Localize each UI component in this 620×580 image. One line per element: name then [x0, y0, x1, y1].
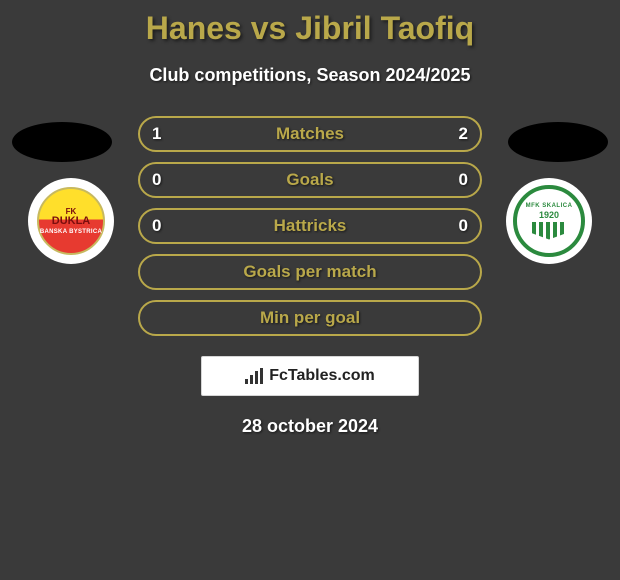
stat-value-right: 0 — [459, 216, 468, 236]
badge-right-year: 1920 — [539, 210, 559, 220]
stat-label: Min per goal — [260, 308, 360, 328]
stat-row: Goals per match — [138, 254, 482, 290]
stat-value-left: 0 — [152, 170, 161, 190]
stat-value-left: 1 — [152, 124, 161, 144]
footer-date: 28 october 2024 — [242, 416, 378, 437]
watermark-text: FcTables.com — [269, 367, 375, 385]
stat-row: Min per goal — [138, 300, 482, 336]
stat-rows: 1 Matches 2 0 Goals 0 0 Hattricks 0 Goal… — [138, 116, 482, 336]
player-left-ellipse — [12, 122, 112, 162]
badge-left-bottom: BANSKA BYSTRICA — [40, 229, 102, 235]
comparison-area: FK DUKLA BANSKA BYSTRICA MFK SKALICA 192… — [0, 116, 620, 336]
badge-right-top: MFK SKALICA — [526, 203, 573, 209]
team-badge-left: FK DUKLA BANSKA BYSTRICA — [28, 178, 114, 264]
team-badge-left-inner: FK DUKLA BANSKA BYSTRICA — [37, 187, 105, 255]
watermark-box: FcTables.com — [201, 356, 419, 396]
stat-value-right: 2 — [459, 124, 468, 144]
stat-value-left: 0 — [152, 216, 161, 236]
infographic-container: Hanes vs Jibril Taofiq Club competitions… — [0, 0, 620, 437]
team-badge-right-inner: MFK SKALICA 1920 — [513, 185, 585, 257]
bar-chart-icon — [245, 368, 263, 384]
player-right-ellipse — [508, 122, 608, 162]
stat-row: 0 Goals 0 — [138, 162, 482, 198]
stat-row: 0 Hattricks 0 — [138, 208, 482, 244]
stat-label: Matches — [276, 124, 344, 144]
stat-label: Goals — [286, 170, 333, 190]
stat-label: Goals per match — [243, 262, 376, 282]
page-title: Hanes vs Jibril Taofiq — [146, 10, 474, 47]
stat-row: 1 Matches 2 — [138, 116, 482, 152]
badge-left-dukla: DUKLA — [52, 215, 91, 227]
stat-value-right: 0 — [459, 170, 468, 190]
page-subtitle: Club competitions, Season 2024/2025 — [149, 65, 470, 86]
badge-right-stripes-icon — [532, 222, 566, 240]
team-badge-right: MFK SKALICA 1920 — [506, 178, 592, 264]
stat-label: Hattricks — [274, 216, 347, 236]
